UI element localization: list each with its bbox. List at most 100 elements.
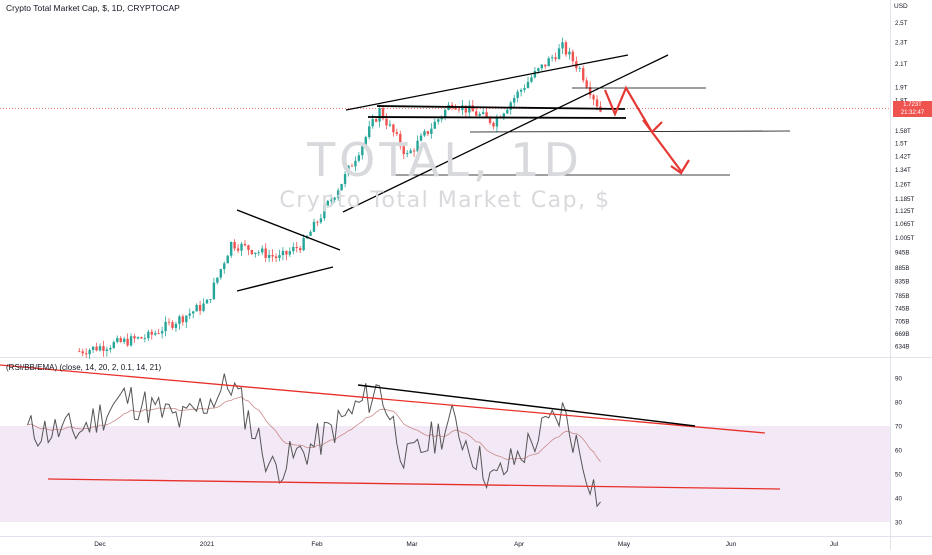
candle-body bbox=[205, 299, 209, 304]
candle-body bbox=[533, 71, 537, 78]
candle-body bbox=[374, 119, 378, 122]
price-tick-label: 1.125T bbox=[895, 208, 914, 215]
candle-body bbox=[347, 165, 350, 175]
candle-body bbox=[409, 150, 412, 154]
candle-body bbox=[430, 128, 433, 134]
support-line bbox=[367, 116, 627, 119]
price-tick-label: 1.26T bbox=[895, 181, 911, 188]
candle-body bbox=[582, 68, 585, 81]
arrow-head-1 bbox=[642, 119, 663, 134]
candle-body bbox=[350, 165, 354, 167]
price-tick-label: 835B bbox=[895, 279, 909, 286]
candle-body bbox=[109, 347, 112, 350]
candle-body bbox=[516, 91, 519, 98]
candle-body bbox=[240, 243, 243, 251]
candle-body bbox=[209, 299, 212, 300]
candle-body bbox=[302, 238, 305, 251]
rsi-tick-label: 50 bbox=[895, 472, 902, 479]
candle-body bbox=[478, 113, 481, 116]
candle-body bbox=[164, 321, 167, 332]
candle-body bbox=[412, 150, 416, 152]
rsi-tick-label: 30 bbox=[895, 520, 902, 527]
candle-body bbox=[188, 313, 191, 316]
candle-body bbox=[502, 113, 506, 119]
time-tick-label: May bbox=[618, 541, 631, 548]
candle-body bbox=[368, 126, 371, 138]
candle-body bbox=[95, 346, 98, 351]
candle-body bbox=[485, 112, 488, 117]
candle-body bbox=[592, 95, 595, 100]
candle-body bbox=[178, 316, 181, 324]
rsi-tick-label: 80 bbox=[895, 400, 902, 407]
price-tick-label: 1.5T bbox=[895, 140, 908, 147]
candle-body bbox=[198, 304, 202, 311]
price-tick-label: 885B bbox=[895, 265, 909, 272]
time-tick-label: Dec bbox=[94, 541, 106, 548]
price-tick-label: 634B bbox=[895, 344, 909, 351]
candle-body bbox=[454, 107, 457, 110]
candle-body bbox=[426, 131, 430, 134]
candle-body bbox=[102, 346, 105, 351]
price-tick-label: 785B bbox=[895, 293, 909, 300]
candle-body bbox=[236, 248, 240, 251]
candle-body bbox=[250, 249, 254, 255]
candle-body bbox=[547, 58, 550, 67]
candle-body bbox=[550, 57, 554, 59]
rsi-line bbox=[27, 373, 601, 508]
candle-body bbox=[174, 323, 178, 328]
candle-body bbox=[595, 99, 599, 107]
candle-body bbox=[530, 77, 533, 82]
candle-body bbox=[423, 131, 426, 136]
candle-body bbox=[330, 199, 333, 201]
candle-body bbox=[129, 336, 133, 346]
candle-body bbox=[312, 221, 316, 232]
last-price-tag: 1.723T 21:32:47 bbox=[893, 101, 932, 117]
candle-body bbox=[78, 351, 81, 353]
candle-body bbox=[475, 111, 478, 116]
candle-body bbox=[116, 338, 119, 343]
candle-body bbox=[492, 122, 495, 127]
chart-title: Crypto Total Market Cap, $, 1D, CRYPTOCA… bbox=[6, 3, 180, 13]
candle-body bbox=[488, 116, 492, 123]
candle-body bbox=[247, 245, 250, 250]
candle-body bbox=[309, 231, 312, 236]
candle-body bbox=[323, 205, 326, 219]
rsi-lower-trendline bbox=[47, 478, 781, 490]
candle-body bbox=[202, 303, 205, 311]
price-tick-label: 2.3T bbox=[895, 40, 908, 47]
candle-body bbox=[160, 331, 164, 334]
candle-body bbox=[468, 105, 471, 113]
last-price-value: 1.723T bbox=[903, 102, 922, 108]
resistance-line bbox=[376, 105, 626, 110]
candle-body bbox=[433, 121, 437, 129]
candle-body bbox=[243, 243, 247, 246]
rsi-upper-trendline bbox=[0, 364, 766, 434]
candle-body bbox=[257, 252, 260, 254]
candle-body bbox=[133, 336, 136, 339]
candle-body bbox=[191, 311, 195, 314]
candle-body bbox=[281, 250, 285, 256]
candle-body bbox=[91, 346, 95, 351]
currency-label[interactable]: USD bbox=[894, 3, 908, 10]
candle-body bbox=[271, 254, 274, 257]
candle-body bbox=[157, 333, 160, 334]
candle-body bbox=[274, 256, 278, 258]
candle-body bbox=[219, 269, 223, 278]
candle-body bbox=[464, 105, 468, 113]
candle-body bbox=[399, 133, 402, 147]
candle-body bbox=[395, 132, 399, 134]
channel-lower-line bbox=[342, 54, 669, 213]
price-tick-label: 1.065T bbox=[895, 221, 914, 228]
candle-body bbox=[140, 337, 143, 339]
candle-body bbox=[298, 248, 302, 251]
candle-body bbox=[105, 349, 109, 351]
price-tick-label: 1.005T bbox=[895, 235, 914, 242]
candle-body bbox=[519, 89, 523, 92]
candle-body bbox=[229, 241, 233, 256]
candle-body bbox=[223, 263, 226, 270]
candle-body bbox=[526, 81, 530, 89]
candle-body bbox=[585, 80, 588, 88]
candle-body bbox=[147, 331, 150, 339]
